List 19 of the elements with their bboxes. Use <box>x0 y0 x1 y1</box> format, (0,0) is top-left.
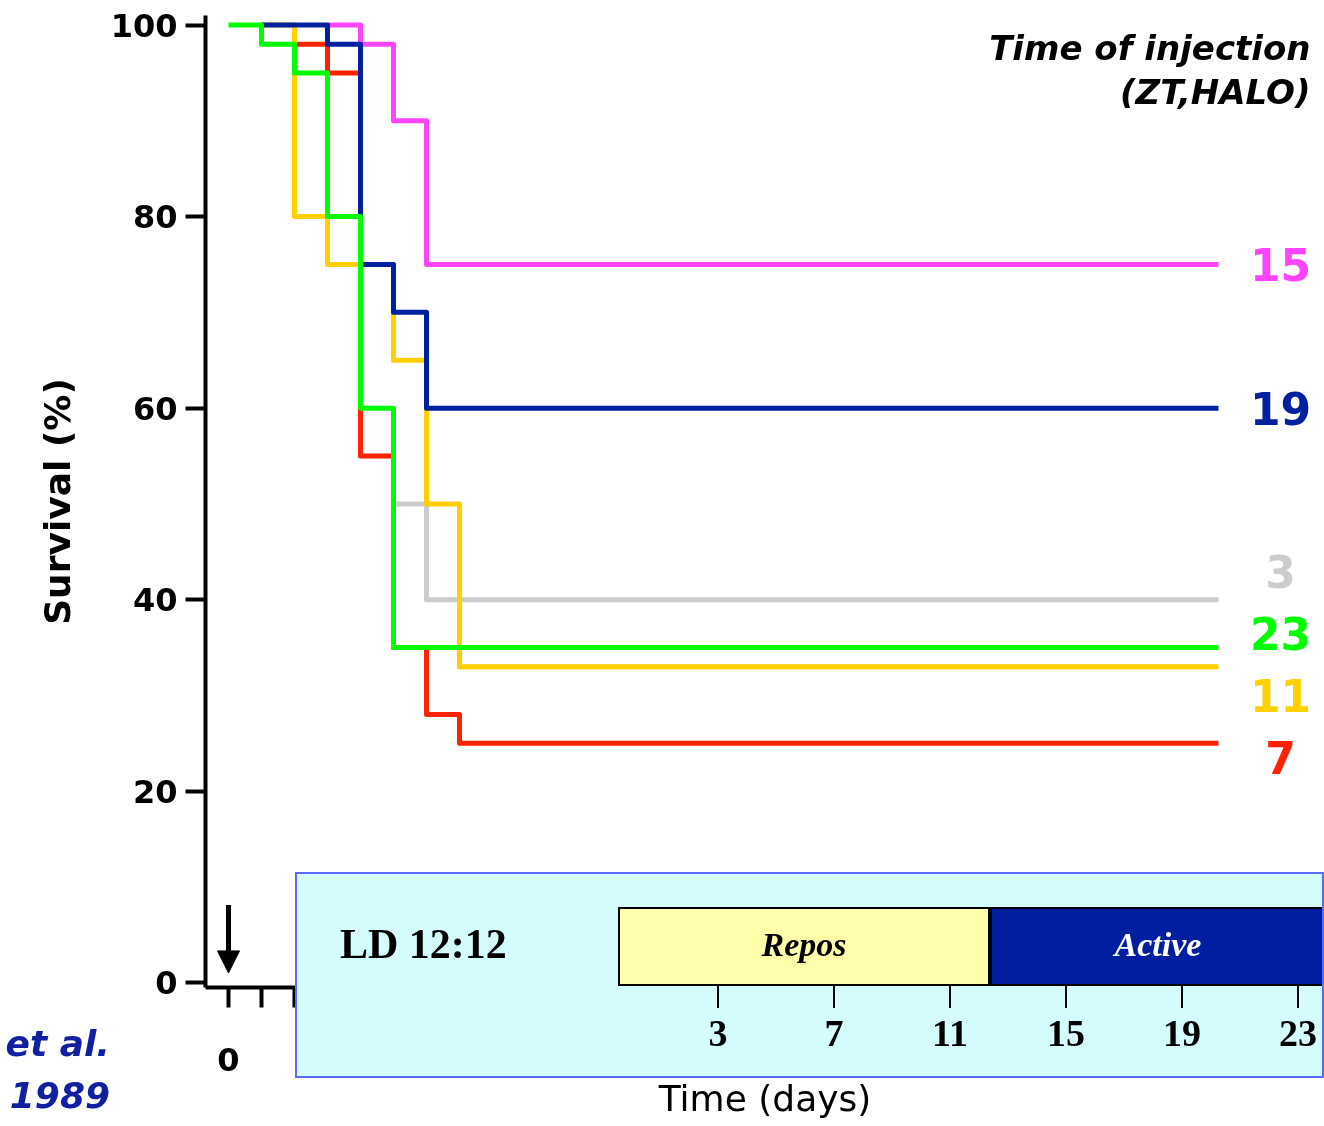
y-axis-title: Survival (%) <box>36 378 78 625</box>
series-label: 19 <box>1249 383 1312 435</box>
text: et al. 1989 <box>5 1022 110 1118</box>
annotation: LD 12:12 <box>340 921 507 967</box>
y-tick-label: 60 <box>132 389 178 428</box>
annotation: Repos <box>760 926 848 963</box>
y-tick-label: 40 <box>132 581 178 620</box>
legend-title: Time of injection (ZT,HALO) <box>989 27 1311 112</box>
y-tick-label: 100 <box>110 6 178 45</box>
y-tick-label: 80 <box>132 198 178 237</box>
x-axis-title: Time (days) <box>657 1077 872 1119</box>
series-label: 7 <box>1265 732 1296 784</box>
annotation: Active <box>1111 926 1203 963</box>
series-label: 15 <box>1249 239 1312 291</box>
series-label: 11 <box>1249 670 1312 722</box>
series-label: 23 <box>1249 608 1312 660</box>
y-tick-label: 20 <box>132 772 178 811</box>
picture-light-dark-schedule: LD 12:12 Repos Active 3 7 11 15 19 23 <box>295 872 1324 1078</box>
y-tick-label: 0 <box>155 964 178 1003</box>
